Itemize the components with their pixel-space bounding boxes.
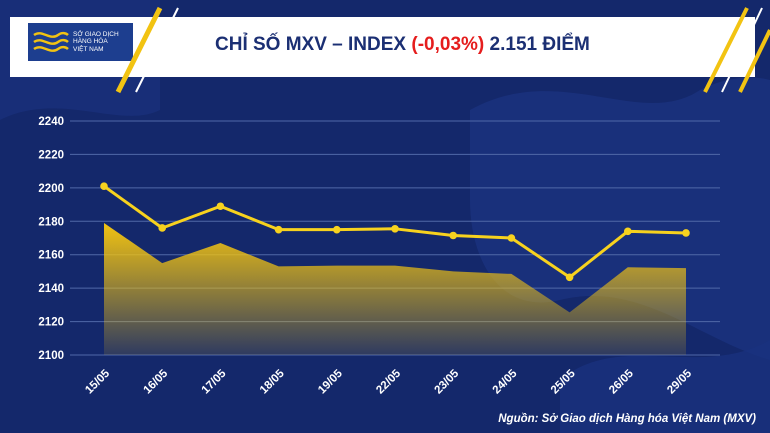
data-point: [333, 225, 341, 234]
chart-title: CHỈ SỐ MXV – INDEX (-0,03%) 2.151 ĐIỂM: [215, 34, 635, 56]
logo: SỞ GIAO DỊCH HÀNG HÓA VIỆT NAM: [28, 23, 133, 61]
x-tick-label: 23/05: [432, 367, 461, 396]
x-tick-label: 18/05: [258, 367, 287, 396]
x-tick-label: 17/05: [200, 367, 229, 396]
data-point: [158, 224, 166, 232]
x-tick-label: 26/05: [607, 367, 636, 396]
source-note: Nguồn: Sở Giao dịch Hàng hóa Việt Nam (M…: [498, 413, 756, 425]
title-suffix: 2.151 ĐIỂM: [489, 34, 590, 55]
logo-mark-icon: [33, 31, 69, 52]
y-tick-label: 2240: [38, 116, 64, 128]
logo-line: SỞ GIAO DỊCH: [73, 30, 119, 38]
x-tick-label: 19/05: [316, 367, 345, 396]
y-tick-label: 2220: [38, 149, 64, 161]
data-point: [624, 227, 632, 236]
data-point: [100, 182, 108, 190]
logo-line: VIỆT NAM: [73, 45, 104, 53]
x-tick-label: 24/05: [491, 367, 520, 396]
data-point: [507, 234, 516, 242]
x-tick-label: 25/05: [549, 367, 578, 396]
x-tick-label: 16/05: [141, 367, 170, 396]
y-tick-label: 2100: [38, 350, 64, 362]
y-tick-label: 2140: [38, 283, 64, 295]
x-tick-label: 22/05: [374, 367, 403, 396]
y-tick-label: 2160: [38, 250, 64, 262]
data-point: [216, 202, 225, 211]
data-point: [682, 229, 690, 237]
logo-line: HÀNG HÓA: [73, 38, 108, 46]
x-tick-label: 15/05: [83, 367, 112, 396]
y-tick-label: 2180: [38, 216, 64, 228]
title-change: (-0,03%): [411, 34, 485, 55]
logo-text: SỞ GIAO DỊCH HÀNG HÓA VIỆT NAM: [73, 31, 119, 54]
y-tick-label: 2200: [38, 183, 64, 195]
y-tick-label: 2120: [38, 317, 64, 329]
x-tick-label: 29/05: [665, 367, 694, 396]
data-point: [449, 231, 458, 240]
data-point: [565, 273, 574, 282]
data-point: [391, 225, 399, 233]
title-prefix: CHỈ SỐ MXV – INDEX: [215, 34, 407, 55]
area-series: [104, 222, 686, 355]
data-point: [274, 225, 283, 234]
